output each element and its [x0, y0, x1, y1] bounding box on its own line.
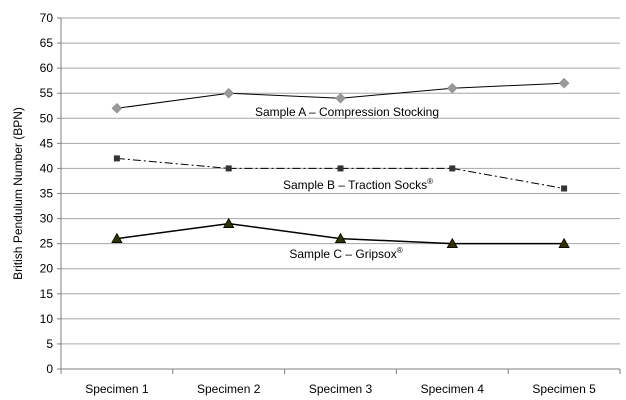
- y-tick-label: 5: [46, 337, 53, 351]
- registered-mark: ®: [427, 177, 433, 186]
- data-point-diamond: [112, 103, 122, 113]
- series-label: Sample C – Gripsox®: [289, 246, 402, 261]
- y-tick-label: 55: [40, 86, 54, 100]
- series-label: Sample B – Traction Socks®: [283, 177, 433, 192]
- data-point-square: [226, 165, 232, 171]
- axes: [57, 18, 620, 374]
- y-tick-label: 70: [40, 11, 54, 25]
- x-tick-labels: Specimen 1 Specimen 2 Specimen 3 Specimen 4…: [85, 382, 596, 396]
- x-tick-label: Specimen 3: [309, 382, 373, 396]
- data-point-diamond: [224, 88, 234, 98]
- y-tick-label: 60: [40, 61, 54, 75]
- series-group: [112, 78, 569, 247]
- series-label: Sample A – Compression Stocking: [255, 105, 439, 119]
- y-tick-label: 40: [40, 161, 54, 175]
- data-point-diamond: [559, 78, 569, 88]
- y-tick-label: 20: [40, 262, 54, 276]
- y-tick-labels: 0 5 10 15 20 25 30 35 40 45 50 55 60 65 70: [40, 11, 54, 376]
- x-tick-label: Specimen 1: [85, 382, 149, 396]
- y-tick-label: 0: [46, 362, 53, 376]
- data-point-diamond: [447, 83, 457, 93]
- data-point-triangle: [224, 219, 234, 228]
- data-point-square: [561, 185, 567, 191]
- y-tick-label: 15: [40, 287, 54, 301]
- data-point-diamond: [336, 93, 346, 103]
- data-point-square: [338, 165, 344, 171]
- y-tick-label: 10: [40, 312, 54, 326]
- y-tick-label: 45: [40, 136, 54, 150]
- y-axis-title: British Pendulum Number (BPN): [11, 107, 25, 280]
- y-tick-label: 30: [40, 212, 54, 226]
- data-point-square: [449, 165, 455, 171]
- data-point-square: [114, 155, 120, 161]
- series-labels: Sample A – Compression Stocking Sample B …: [255, 105, 439, 261]
- x-tick-label: Specimen 5: [532, 382, 596, 396]
- y-tick-label: 25: [40, 237, 54, 251]
- registered-mark: ®: [397, 246, 403, 255]
- x-tick-label: Specimen 2: [197, 382, 261, 396]
- y-tick-label: 50: [40, 111, 54, 125]
- y-tick-label: 35: [40, 187, 54, 201]
- x-tick-label: Specimen 4: [421, 382, 485, 396]
- y-tick-label: 65: [40, 36, 54, 50]
